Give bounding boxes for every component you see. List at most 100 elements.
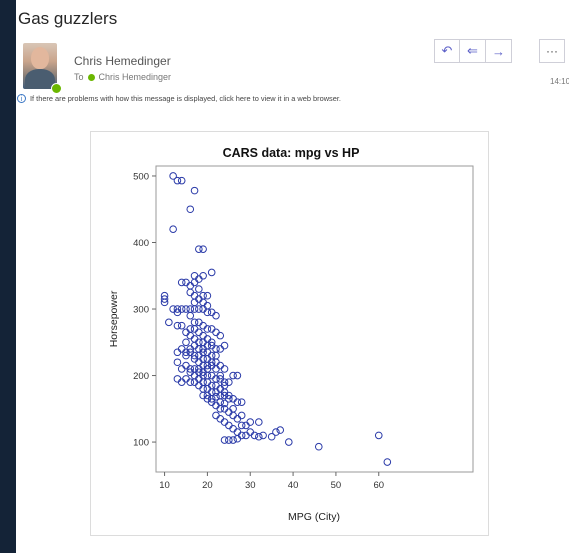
data-point (182, 338, 190, 347)
more-actions-button[interactable]: ··· (539, 39, 565, 63)
data-point (186, 311, 195, 320)
data-point (216, 345, 225, 353)
data-point (216, 331, 225, 340)
data-point (212, 393, 220, 401)
data-point (225, 395, 233, 403)
data-point (190, 278, 199, 287)
data-point (250, 431, 259, 440)
data-point (284, 438, 293, 446)
data-point (186, 205, 195, 214)
data-point (229, 411, 237, 420)
data-point (186, 288, 195, 297)
data-point (225, 421, 233, 430)
data-point (169, 225, 177, 233)
reply-all-button[interactable]: ⇐ (460, 39, 486, 63)
data-point (216, 414, 225, 423)
data-point (199, 245, 207, 253)
data-point (199, 348, 207, 357)
y-axis-label: Horsepower (108, 290, 120, 347)
data-point (216, 398, 225, 406)
data-point (237, 411, 246, 420)
data-point (173, 358, 182, 367)
data-point (220, 341, 229, 350)
data-point (255, 418, 263, 426)
data-point (173, 375, 182, 383)
plot-area (155, 165, 474, 473)
data-point (216, 361, 225, 370)
ellipsis-icon: ··· (546, 44, 558, 58)
to-label: To (74, 72, 84, 82)
data-point (186, 368, 195, 377)
y-tick-label: 400 (133, 238, 149, 249)
forward-button[interactable]: → (486, 39, 512, 63)
data-point (177, 378, 186, 386)
data-point (212, 365, 220, 373)
x-tick-label: 20 (202, 480, 213, 491)
x-axis-label: MPG (City) (288, 511, 340, 523)
data-point (190, 186, 199, 195)
data-point (165, 318, 173, 327)
message-time: 14:10 (550, 77, 569, 86)
reply-all-icon: ⇐ (467, 43, 478, 58)
data-point (173, 308, 182, 317)
info-bar-text: If there are problems with how this mess… (30, 94, 341, 103)
data-point (212, 351, 220, 360)
avatar[interactable] (23, 43, 57, 89)
data-point (195, 295, 203, 303)
data-point (220, 399, 229, 408)
data-point (203, 325, 212, 333)
x-tick-label: 10 (159, 480, 170, 491)
data-point (229, 436, 237, 444)
sender-name[interactable]: Chris Hemedinger (74, 54, 171, 68)
data-point (225, 378, 233, 386)
data-point (259, 431, 267, 440)
data-point (173, 321, 182, 330)
data-point (212, 358, 220, 367)
message-actions: ↶ ⇐ → (434, 39, 512, 63)
data-point (229, 395, 237, 403)
x-axis-ticks: 10 20 30 40 50 60 (159, 472, 384, 491)
info-bar[interactable]: i If there are problems with how this me… (17, 94, 341, 103)
reply-button[interactable]: ↶ (434, 39, 460, 63)
data-point (160, 295, 169, 303)
data-point (169, 172, 177, 180)
x-tick-label: 60 (373, 480, 384, 491)
data-point (195, 318, 203, 327)
presence-status-icon (51, 83, 62, 94)
data-point (203, 291, 212, 300)
scatter-chart: CARS data: mpg vs HP 100 200 300 400 500 10 2… (108, 146, 474, 523)
data-point (177, 176, 186, 185)
data-point (207, 308, 216, 317)
data-point (199, 305, 207, 313)
data-point (207, 268, 216, 277)
data-point (182, 361, 190, 370)
chart-title: CARS data: mpg vs HP (223, 146, 360, 160)
data-point (186, 365, 195, 373)
data-point (199, 338, 207, 347)
data-point (190, 371, 199, 380)
data-point (314, 442, 323, 451)
data-point (229, 424, 237, 433)
data-point (203, 361, 212, 370)
recipient-name[interactable]: Chris Hemedinger (98, 72, 172, 82)
data-point (212, 328, 220, 337)
data-point (177, 365, 186, 373)
data-point (203, 301, 212, 310)
data-point (190, 351, 199, 360)
data-point (237, 421, 246, 430)
data-point (182, 351, 190, 360)
recipient-presence-icon (87, 73, 95, 81)
data-point (225, 391, 233, 400)
data-point (190, 378, 199, 386)
x-tick-label: 40 (288, 480, 299, 491)
data-point (220, 436, 229, 444)
data-point (190, 341, 199, 350)
data-point (195, 305, 203, 313)
data-point (207, 371, 216, 380)
data-point (195, 375, 203, 383)
data-point (276, 426, 285, 434)
y-axis-ticks: 100 200 300 400 500 (133, 171, 156, 449)
data-point (207, 338, 216, 347)
data-point (190, 325, 199, 333)
info-icon: i (17, 94, 26, 103)
